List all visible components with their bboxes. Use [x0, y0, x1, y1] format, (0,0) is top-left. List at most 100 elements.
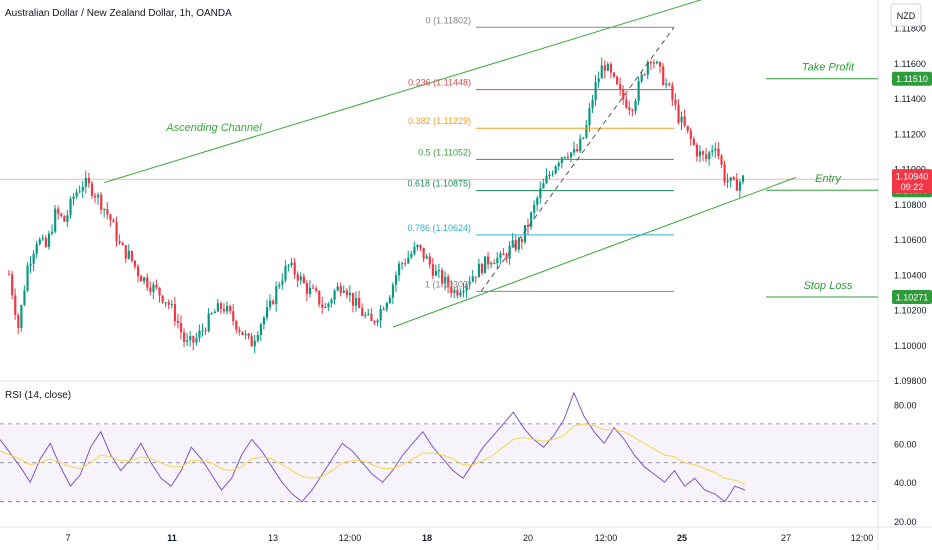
candle-body [140, 276, 143, 282]
candle-body [186, 340, 189, 342]
candle-body [109, 214, 112, 221]
candle-body [490, 262, 493, 265]
candle-body [330, 299, 333, 304]
candle-body [318, 290, 321, 305]
candle-body [686, 125, 689, 131]
candle-body [204, 330, 207, 332]
candle-body [361, 308, 364, 316]
candle-body [659, 61, 662, 67]
candle-body [321, 304, 324, 308]
candle-body [652, 62, 656, 64]
candle-body [8, 274, 11, 276]
candle-body [23, 290, 26, 306]
candle-body [413, 247, 416, 255]
candle-body [130, 251, 134, 261]
candle-body [711, 150, 714, 153]
fib-level-label: 0 (1.11802) [426, 15, 471, 25]
candle-body [259, 324, 263, 336]
candle-body [741, 175, 745, 182]
candle-body [459, 292, 462, 296]
candle-body [287, 264, 290, 266]
candle-body [634, 100, 637, 112]
candle-body [222, 308, 226, 312]
candle-body [253, 340, 256, 347]
price-tick-label: 1.10000 [894, 341, 927, 351]
candle-body [69, 198, 72, 216]
candle-body [173, 304, 177, 322]
fib-level-label: 0.786 (1.10624) [407, 223, 471, 233]
candle-body [487, 256, 490, 265]
candle-body [735, 179, 738, 191]
candle-body [468, 281, 471, 285]
candle-body [324, 307, 327, 309]
candle-body [444, 276, 447, 284]
time-tick-label: 20 [523, 533, 533, 543]
rsi-tick-label: 20.00 [894, 517, 917, 527]
candle-body [149, 287, 152, 292]
candle-body [655, 61, 659, 64]
candle-body [373, 321, 376, 323]
marker-label: Entry [815, 173, 842, 185]
candle-body [315, 288, 318, 291]
rsi-line [0, 391, 746, 503]
candle-body [539, 188, 542, 199]
price-tick-label: 1.09800 [894, 376, 927, 386]
candle-body [143, 277, 146, 282]
candle-body [213, 311, 216, 314]
candle-body [20, 305, 23, 328]
candle-body [210, 313, 213, 315]
candle-body [72, 196, 75, 199]
candle-body [179, 323, 183, 333]
candle-body [431, 264, 434, 276]
fib-level-label: 0.236 (1.11448) [408, 78, 471, 88]
candle-body [422, 247, 425, 259]
candle-body [646, 62, 649, 75]
time-tick-label: 7 [65, 533, 70, 543]
time-tick-label: 12:00 [851, 533, 874, 543]
candle-body [471, 276, 474, 282]
candle-body [631, 110, 634, 112]
candle-body [161, 295, 164, 303]
candle-body [569, 152, 573, 158]
candle-body [93, 195, 97, 198]
candle-body [244, 333, 247, 335]
marker-price-label: 1.11510 [896, 74, 928, 84]
candle-body [450, 286, 453, 294]
candle-body [336, 286, 339, 291]
candle-body [342, 290, 345, 293]
time-tick-label: 13 [268, 533, 278, 543]
candle-body [619, 84, 622, 90]
candle-body [272, 300, 275, 305]
candle-body [60, 213, 63, 216]
candle-body [551, 173, 554, 175]
candle-body [671, 85, 674, 100]
candle-body [164, 302, 167, 304]
candle-body [511, 240, 514, 246]
candle-body [78, 191, 81, 193]
candle-body [391, 284, 395, 298]
rsi-tick-label: 80.00 [894, 400, 917, 410]
candle-body [355, 298, 358, 306]
candle-body [47, 233, 51, 247]
candle-body [708, 152, 711, 160]
candle-body [176, 321, 180, 324]
candle-body [100, 194, 103, 210]
candle-body [97, 194, 100, 198]
candle-body [591, 99, 594, 109]
candle-body [379, 309, 382, 321]
candle-body [705, 154, 708, 160]
fib-level-label: 0.382 (1.11229) [408, 116, 471, 126]
candle-body [226, 306, 229, 312]
candle-body [480, 264, 484, 274]
candle-body [447, 276, 450, 287]
candle-body [275, 286, 278, 305]
candle-body [121, 242, 124, 246]
current-price-label: 1.10940 [896, 172, 929, 182]
candle-body [533, 204, 536, 213]
candle-body [453, 290, 456, 294]
candle-body [425, 256, 428, 259]
candle-body [167, 302, 170, 305]
candle-body [517, 239, 520, 250]
rsi-title: RSI (14, close) [5, 390, 71, 401]
